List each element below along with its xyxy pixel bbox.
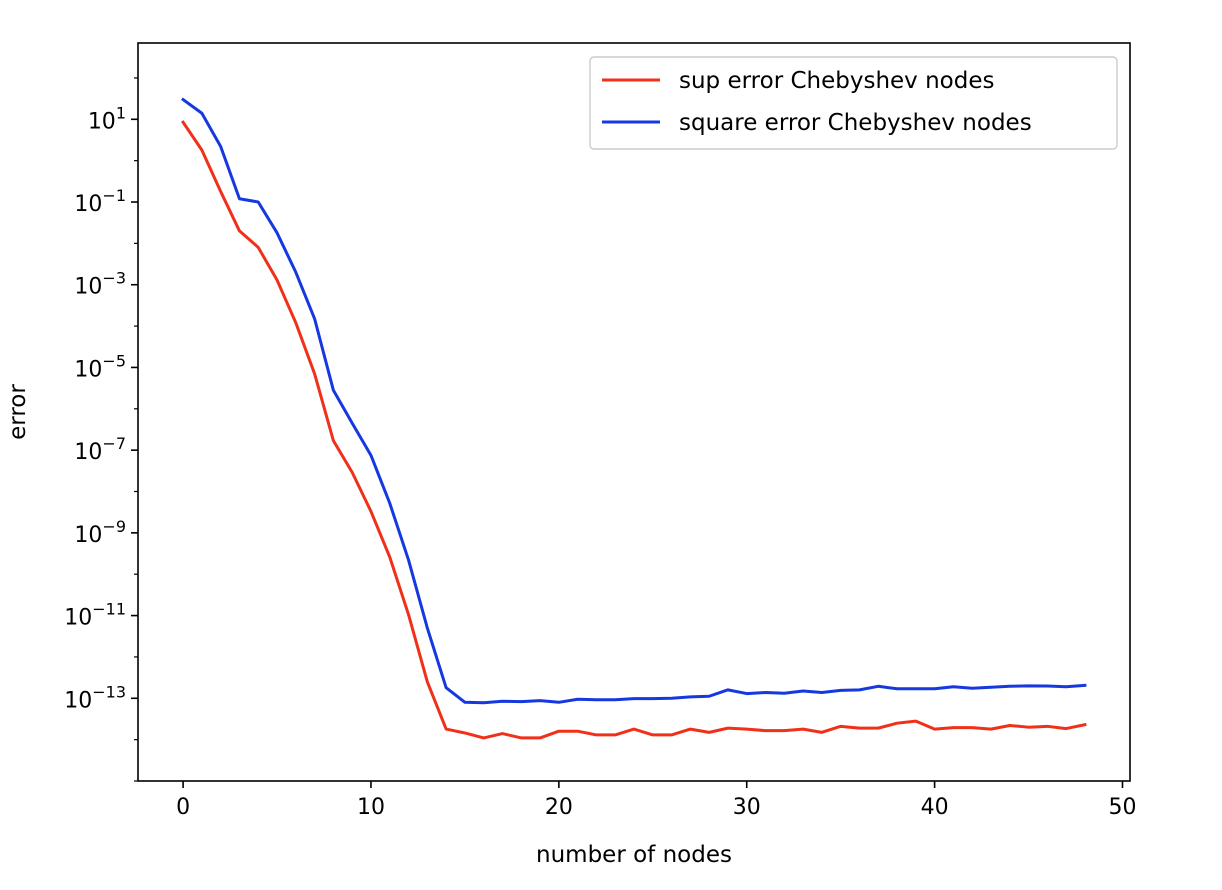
series-layer (180, 97, 1087, 740)
y-tick-label: 10−11 (64, 600, 126, 631)
y-tick-base: 10 (74, 440, 102, 465)
y-tick-exponent: −5 (102, 351, 126, 370)
legend-entry: sup error Chebyshev nodes (679, 68, 994, 94)
y-tick-base: 10 (74, 275, 102, 300)
x-tick-label: 0 (176, 795, 190, 820)
y-tick-label: 10−13 (64, 682, 126, 713)
y-axis-label: error (5, 384, 31, 440)
x-axis-label: number of nodes (536, 842, 732, 868)
y-tick-base: 10 (64, 606, 92, 631)
series-line-0 (181, 120, 1087, 740)
y-tick-exponent: −1 (102, 186, 126, 205)
y-tick-exponent: −11 (92, 600, 126, 619)
y-tick-exponent: −3 (102, 269, 126, 288)
y-tick-base: 10 (74, 523, 102, 548)
y-tick-exponent: −9 (102, 517, 126, 536)
y-tick-label: 10−9 (74, 517, 126, 548)
y-tick-label: 10−1 (74, 186, 126, 217)
y-tick-base: 10 (74, 192, 102, 217)
y-tick-exponent: −13 (92, 682, 126, 701)
y-tick-base: 10 (88, 109, 116, 134)
x-tick-label: 40 (921, 795, 949, 820)
x-axis-ticks: 0 10 20 30 40 50 (176, 781, 1136, 820)
y-tick-label: 101 (88, 103, 126, 134)
x-tick-label: 20 (545, 795, 573, 820)
plot-frame (137, 42, 1131, 782)
y-tick-exponent: −7 (102, 434, 126, 453)
y-tick-base: 10 (64, 688, 92, 713)
legend: sup error Chebyshev nodes square error Ch… (589, 56, 1118, 150)
y-tick-exponent: 1 (116, 103, 126, 122)
y-tick-label: 10−5 (74, 351, 126, 382)
x-tick-label: 10 (357, 795, 385, 820)
y-tick-base: 10 (74, 357, 102, 382)
y-tick-label: 10−3 (74, 269, 126, 300)
series-line-1 (180, 97, 1087, 705)
legend-entry: square error Chebyshev nodes (679, 110, 1032, 136)
x-tick-label: 30 (733, 795, 761, 820)
x-tick-label: 50 (1108, 795, 1136, 820)
y-tick-label: 10−7 (74, 434, 126, 465)
legend-box (589, 56, 1118, 150)
